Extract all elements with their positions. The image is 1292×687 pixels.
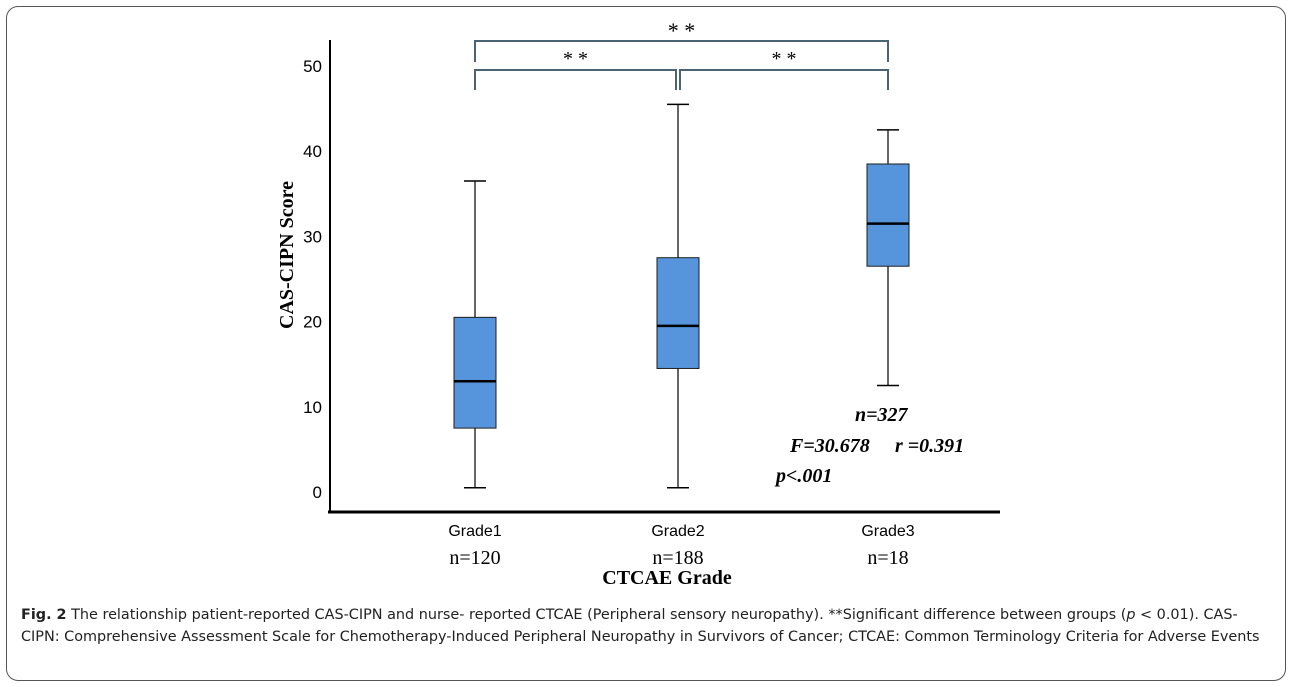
n-label-Grade3: n=18: [867, 547, 908, 569]
y-tick-label-50: 50: [303, 57, 322, 76]
caption-text-1: The relationship patient-reported CAS-CI…: [66, 607, 1127, 623]
annotation-n-total: n=327: [855, 404, 909, 426]
significance-bracket-Grade2-Grade3: [679, 69, 889, 90]
n-label-Grade2: n=188: [652, 547, 703, 569]
significance-bracket-Grade1-Grade2: [474, 69, 677, 90]
annotation-r-stat: r =0.391: [895, 435, 964, 457]
annotation-f-stat: F=30.678: [789, 435, 870, 457]
y-tick-label-20: 20: [303, 313, 322, 332]
caption-p-symbol: p: [1126, 607, 1136, 623]
annotation-p-value: p<.001: [774, 465, 832, 487]
box-Grade1: [453, 316, 497, 429]
x-axis-title: CTCAE Grade: [602, 567, 732, 589]
box-Grade2: [656, 257, 700, 369]
y-axis-title: CAS-CIPN Score: [276, 181, 298, 329]
y-tick-label-40: 40: [303, 142, 322, 161]
caption-text-2: < 0.01). CAS-CIPN: Comprehensive Assessm…: [21, 607, 1260, 645]
y-tick-label-10: 10: [303, 398, 322, 417]
significance-label-Grade1-Grade3: * *: [668, 18, 696, 43]
box-Grade3: [866, 163, 910, 267]
y-tick-label-30: 30: [303, 227, 322, 246]
significance-label-Grade2-Grade3: * *: [772, 48, 797, 70]
x-tick-label-Grade1: Grade1: [448, 523, 501, 540]
y-tick-label-0: 0: [313, 483, 322, 502]
x-tick-label-Grade2: Grade2: [651, 523, 704, 540]
figure-frame: [6, 6, 1286, 681]
significance-label-Grade1-Grade2: * *: [563, 48, 588, 70]
n-label-Grade1: n=120: [449, 547, 500, 569]
caption-label: Fig. 2: [21, 607, 67, 623]
box-plot-chart: CAS-CIPN Score CTCAE Grade n=327 F=30.67…: [276, 18, 1000, 589]
x-tick-label-Grade3: Grade3: [861, 523, 914, 540]
significance-bracket-Grade1-Grade3: [474, 40, 889, 62]
figure-caption: Fig. 2 The relationship patient-reported…: [21, 605, 1273, 648]
